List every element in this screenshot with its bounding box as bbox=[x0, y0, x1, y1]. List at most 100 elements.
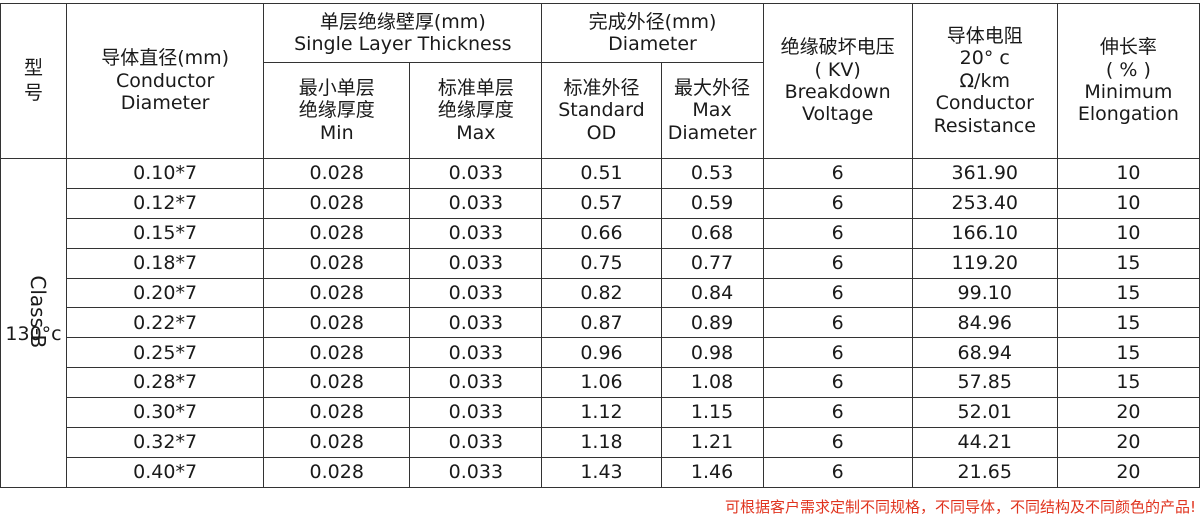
conductor-diameter-cell: 0.20*7 bbox=[66, 277, 265, 309]
thickness-min-cell: 0.028 bbox=[263, 397, 411, 429]
standard-od-cell: 0.82 bbox=[541, 277, 662, 309]
elongation-cell: 20 bbox=[1056, 427, 1200, 458]
breakdown-voltage-cell: 6 bbox=[762, 247, 913, 279]
thickness-max-cell: 0.033 bbox=[409, 456, 543, 488]
thickness-min-cell: 0.028 bbox=[263, 307, 411, 339]
thickness-min-cell: 0.028 bbox=[263, 427, 411, 458]
resistance-cell: 44.21 bbox=[911, 427, 1058, 458]
header-text: Conductor bbox=[115, 69, 215, 92]
thickness-max-cell: 0.033 bbox=[409, 337, 543, 369]
resistance-cell: 84.96 bbox=[911, 307, 1058, 339]
header-text: Minimum bbox=[1084, 81, 1173, 103]
header-text: 20° c bbox=[959, 47, 1010, 70]
breakdown-voltage-cell: 6 bbox=[762, 158, 913, 189]
table-row: 0.28*7 0.028 0.033 1.06 1.08 6 57.85 15 bbox=[1, 367, 1200, 399]
table-row: 0.20*7 0.028 0.033 0.82 0.84 6 99.10 15 bbox=[1, 277, 1200, 309]
thickness-max-cell: 0.033 bbox=[409, 307, 543, 339]
class-label: Class-B bbox=[26, 275, 51, 349]
max-diameter-cell: 0.53 bbox=[660, 158, 764, 189]
header-breakdown-voltage: 绝缘破坏电压 ( KV) Breakdown Voltage bbox=[762, 3, 913, 159]
header-text: Min bbox=[319, 121, 354, 144]
header-text: Ω/km bbox=[959, 69, 1010, 92]
resistance-cell: 99.10 bbox=[911, 277, 1058, 309]
breakdown-voltage-cell: 6 bbox=[762, 397, 913, 429]
max-diameter-cell: 0.59 bbox=[660, 187, 764, 219]
max-diameter-cell: 1.08 bbox=[660, 367, 764, 399]
header-text: Elongation bbox=[1077, 103, 1179, 126]
elongation-cell: 10 bbox=[1056, 187, 1200, 219]
resistance-cell: 57.85 bbox=[911, 367, 1058, 399]
max-diameter-cell: 0.68 bbox=[660, 217, 764, 249]
elongation-cell: 10 bbox=[1056, 217, 1200, 249]
resistance-cell: 119.20 bbox=[911, 247, 1058, 279]
header-text: OD bbox=[586, 121, 617, 144]
conductor-diameter-cell: 0.40*7 bbox=[66, 456, 265, 488]
breakdown-voltage-cell: 6 bbox=[762, 456, 913, 488]
header-text: 最小单层 bbox=[298, 76, 375, 99]
table-row: 0.25*7 0.028 0.033 0.96 0.98 6 68.94 15 bbox=[1, 337, 1200, 369]
conductor-diameter-cell: 0.18*7 bbox=[66, 247, 265, 279]
header-text: Voltage bbox=[802, 103, 874, 126]
header-text: 绝缘厚度 bbox=[437, 99, 514, 122]
table-row: 0.22*7 0.028 0.033 0.87 0.89 6 84.96 15 bbox=[1, 307, 1200, 339]
thickness-min-cell: 0.028 bbox=[263, 277, 411, 309]
thickness-min-cell: 0.028 bbox=[263, 367, 411, 399]
header-row-2: 最小单层 绝缘厚度 Min 标准单层 绝缘厚度 Max 标准外径 Standar… bbox=[1, 62, 1200, 159]
header-row-1: 型 号 导体直径(mm) Conductor Diameter 单层绝缘壁厚(m… bbox=[0, 3, 1200, 159]
thickness-min-cell: 0.028 bbox=[263, 456, 411, 488]
breakdown-voltage-cell: 6 bbox=[762, 337, 913, 369]
header-text: 最大外径 bbox=[674, 76, 751, 99]
standard-od-cell: 0.87 bbox=[541, 307, 662, 339]
conductor-diameter-cell: 0.22*7 bbox=[66, 307, 265, 339]
conductor-diameter-cell: 0.28*7 bbox=[66, 367, 265, 399]
max-diameter-cell: 0.84 bbox=[660, 277, 764, 309]
thickness-min-cell: 0.028 bbox=[263, 187, 411, 219]
resistance-cell: 166.10 bbox=[911, 217, 1058, 249]
elongation-cell: 20 bbox=[1056, 456, 1200, 488]
thickness-min-cell: 0.028 bbox=[263, 158, 411, 189]
conductor-diameter-cell: 0.30*7 bbox=[66, 397, 265, 429]
header-text: 单层绝缘壁厚(mm) bbox=[319, 10, 486, 33]
elongation-cell: 15 bbox=[1056, 247, 1200, 279]
header-conductor-resistance: 导体电阻 20° c Ω/km Conductor Resistance bbox=[911, 3, 1058, 159]
thickness-max-cell: 0.033 bbox=[409, 158, 543, 189]
header-text: ( KV) bbox=[814, 58, 861, 81]
conductor-diameter-cell: 0.25*7 bbox=[66, 337, 265, 369]
thickness-min-cell: 0.028 bbox=[263, 217, 411, 249]
standard-od-cell: 0.96 bbox=[541, 337, 662, 369]
spec-table: 型 号 导体直径(mm) Conductor Diameter 单层绝缘壁厚(m… bbox=[0, 3, 1200, 488]
breakdown-voltage-cell: 6 bbox=[762, 277, 913, 309]
header-text: 导体直径(mm) bbox=[101, 47, 230, 70]
header-max-diameter: 最大外径 Max Diameter bbox=[660, 62, 764, 159]
standard-od-cell: 1.06 bbox=[541, 367, 662, 399]
header-text: 导体电阻 bbox=[946, 24, 1023, 47]
standard-od-cell: 0.51 bbox=[541, 158, 662, 189]
header-text: 标准单层 bbox=[437, 76, 514, 99]
conductor-diameter-cell: 0.32*7 bbox=[66, 427, 265, 458]
header-thickness-min: 最小单层 绝缘厚度 Min bbox=[263, 62, 411, 159]
standard-od-cell: 1.43 bbox=[541, 456, 662, 488]
table-row: 0.30*7 0.028 0.033 1.12 1.15 6 52.01 20 bbox=[1, 397, 1200, 429]
thickness-min-cell: 0.028 bbox=[263, 337, 411, 369]
resistance-cell: 21.65 bbox=[911, 456, 1058, 488]
header-text: Diameter bbox=[608, 33, 697, 55]
resistance-cell: 361.90 bbox=[911, 158, 1058, 189]
standard-od-cell: 0.66 bbox=[541, 217, 662, 249]
standard-od-cell: 0.57 bbox=[541, 187, 662, 219]
standard-od-cell: 1.12 bbox=[541, 397, 662, 429]
conductor-diameter-cell: 0.15*7 bbox=[66, 217, 265, 249]
header-text: ( % ) bbox=[1105, 58, 1151, 81]
header-text: 绝缘破坏电压 bbox=[780, 36, 895, 59]
resistance-cell: 52.01 bbox=[911, 397, 1058, 429]
max-diameter-cell: 0.89 bbox=[660, 307, 764, 339]
header-text: Diameter bbox=[667, 121, 757, 144]
header-text: Breakdown bbox=[784, 81, 891, 103]
resistance-cell: 253.40 bbox=[911, 187, 1058, 219]
table-body: Class-B 130°c 0.10*7 0.028 0.033 0.51 0.53 6 3… bbox=[0, 158, 1200, 488]
header-standard-od: 标准外径 Standard OD bbox=[541, 62, 662, 159]
elongation-cell: 15 bbox=[1056, 307, 1200, 339]
elongation-cell: 20 bbox=[1056, 397, 1200, 429]
elongation-cell: 15 bbox=[1056, 337, 1200, 369]
breakdown-voltage-cell: 6 bbox=[762, 307, 913, 339]
header-elongation: 伸长率 ( % ) Minimum Elongation bbox=[1056, 3, 1200, 159]
